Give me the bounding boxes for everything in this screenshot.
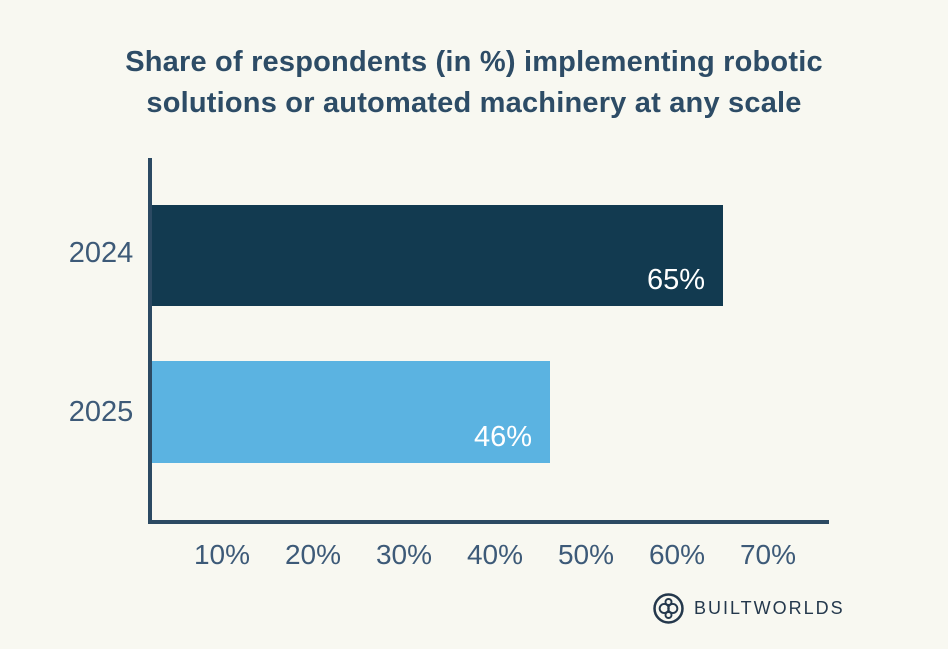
y-axis-line xyxy=(148,158,152,524)
x-tick-label: 10% xyxy=(193,539,251,570)
bar-2024: 65% xyxy=(152,205,723,306)
builtworlds-logo: BUILTWORLDS xyxy=(652,592,845,625)
bar-2025-value-label: 46% xyxy=(473,421,532,453)
builtworlds-logo-text: BUILTWORLDS xyxy=(694,598,845,618)
x-tick-label: 70% xyxy=(739,539,797,570)
builtworlds-rings-icon xyxy=(652,592,685,625)
x-tick-label: 20% xyxy=(284,539,342,570)
bar-2024-value-label: 65% xyxy=(646,264,705,296)
y-category-label-2025: 2025 xyxy=(68,396,134,428)
chart-title: Share of respondents (in %) implementing… xyxy=(0,42,948,124)
bar-2025: 46% xyxy=(152,361,550,463)
chart-title-line-2: solutions or automated machinery at any … xyxy=(146,87,802,119)
x-tick-label: 60% xyxy=(648,539,706,570)
x-tick-label: 50% xyxy=(557,539,615,570)
x-tick-label: 30% xyxy=(375,539,433,570)
chart-title-line-1: Share of respondents (in %) implementing… xyxy=(125,46,823,78)
x-tick-label: 40% xyxy=(466,539,524,570)
y-category-label-2024: 2024 xyxy=(68,237,134,269)
x-axis-line xyxy=(148,520,829,524)
